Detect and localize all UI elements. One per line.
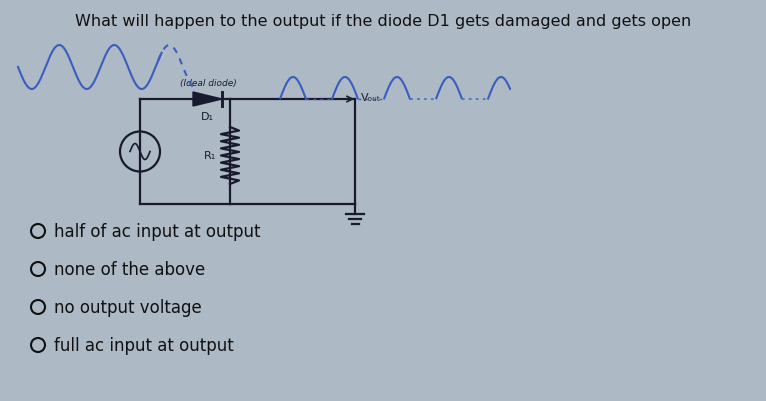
Text: none of the above: none of the above [54, 260, 205, 278]
Polygon shape [193, 93, 222, 107]
Text: D₁: D₁ [201, 112, 214, 122]
Text: (Ideal diode): (Ideal diode) [179, 79, 237, 88]
Text: full ac input at output: full ac input at output [54, 336, 234, 354]
Text: no output voltage: no output voltage [54, 298, 201, 316]
Text: half of ac input at output: half of ac input at output [54, 223, 260, 241]
Text: What will happen to the output if the diode D1 gets damaged and gets open: What will happen to the output if the di… [75, 14, 691, 29]
Text: Vₒᵤₜ: Vₒᵤₜ [361, 93, 381, 103]
Text: R₁: R₁ [204, 151, 216, 161]
